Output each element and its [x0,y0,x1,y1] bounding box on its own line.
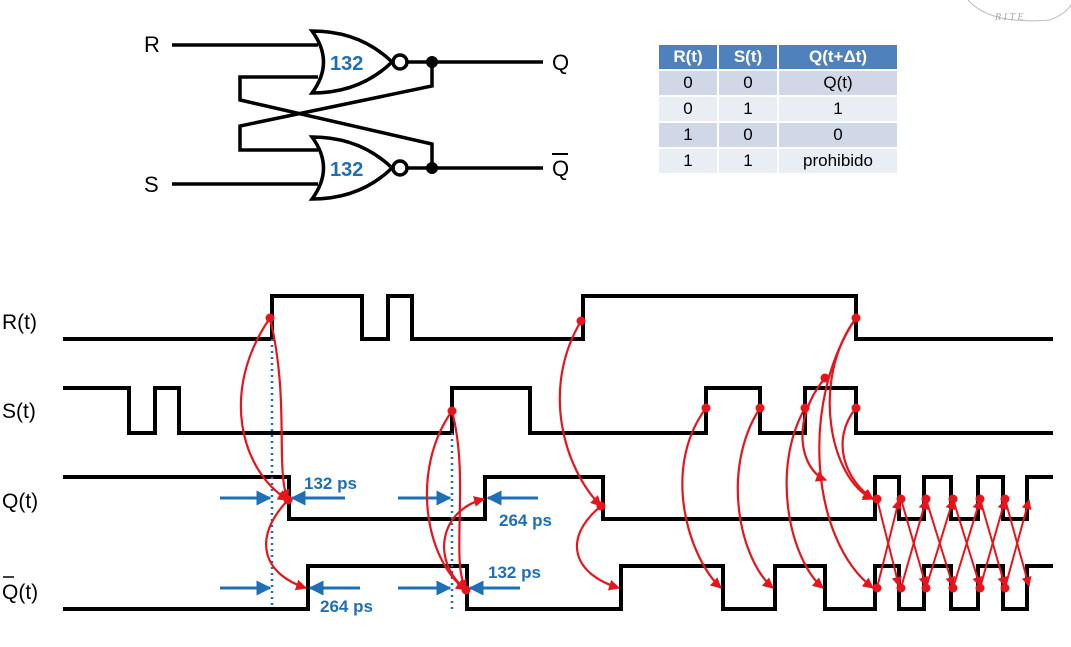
causal-arrow-r3b [801,377,828,482]
cell: prohibido [778,147,897,173]
causal-arrow-r-to-q [239,317,289,501]
cell: 0 [659,69,719,96]
cell: 0 [718,69,779,96]
race-arrow-8 [952,499,983,589]
race-arrow-10 [979,499,1008,589]
header-q-next: Q(t+Δt) [778,45,897,70]
race-arrow-6 [925,499,956,589]
waveform-r [63,294,1053,341]
event-dots [265,313,1010,595]
gate-bottom-delay: 132 [330,159,363,181]
race-arrow-4 [900,499,929,589]
table-row: 1 0 0 [659,121,897,148]
race-arrow-12 [1004,499,1032,589]
causal-arrow-r3-to-q [828,317,875,501]
causal-arrow-s-to-qbar-alt [450,410,467,591]
feedback-qbar-wire [238,75,434,168]
causal-arrow-s4-to-qbar [785,407,824,589]
truth-table: R(t) S(t) Q(t+Δt) 0 0 Q(t) 0 1 1 1 0 0 1… [659,45,897,173]
causal-arrow-q2-to-qbar [575,505,621,591]
causal-arrow-s5-to-q [841,407,874,500]
cell: 0 [659,95,719,122]
nor-gate-bottom [308,135,395,201]
signal-label-r: R(t) [2,311,37,334]
table-row: 1 1 prohibido [659,147,897,173]
causal-arrow-q-to-qbar [265,499,308,591]
feedback-q-wire [238,62,434,152]
annotation-q-fall: 132 ps [304,474,357,493]
junction-dot-qbar [426,162,438,174]
signal-label-qbar: Q(t) [2,581,38,604]
cell: 0 [718,121,779,148]
label-qbar: Q [552,156,569,181]
race-arrow-2 [876,499,902,589]
junction-dot-q [426,56,438,68]
label-r: R [144,32,160,57]
causal-arrow-r3-to-qbar [818,317,874,589]
causal-arrow-r-to-q-alt [268,317,290,502]
annotation-qbar-rise: 264 ps [320,597,373,616]
cell: Q(t) [778,69,897,96]
label-s: S [144,172,159,197]
svg-text:R I T E: R I T E [994,12,1023,23]
annotation-q-rise: 264 ps [499,511,552,530]
university-seal: R I T E [967,0,1071,23]
cell: 1 [778,95,897,122]
signal-label-q: Q(t) [2,490,38,513]
inverter-bubble-bottom [391,159,409,177]
label-q: Q [552,50,569,75]
gate-top-delay: 132 [330,53,363,75]
cell: 1 [718,147,779,173]
waveform-s [63,386,1053,435]
truth-table-header: R(t) S(t) Q(t+Δt) [659,45,897,70]
annotation-qbar-fall: 132 ps [488,563,541,582]
inverter-bubble-top [391,53,409,71]
signal-label-s: S(t) [2,400,36,423]
header-s: S(t) [718,45,779,70]
causal-arrow-s3b-to-qbar [736,407,774,589]
cell: 1 [659,147,719,173]
cell: 0 [778,121,897,148]
cell: 1 [659,121,719,148]
cell: 1 [718,95,779,122]
nor-gate-top [308,29,395,95]
causal-arrow-s3-to-qbar [681,407,722,589]
table-row: 0 0 Q(t) [659,69,897,96]
table-row: 0 1 1 [659,95,897,122]
header-r: R(t) [659,45,719,70]
causal-arrow-qbar-to-q [442,496,486,591]
causal-arrow-r2-to-q [558,320,602,507]
rs-latch-schematic [172,29,543,201]
